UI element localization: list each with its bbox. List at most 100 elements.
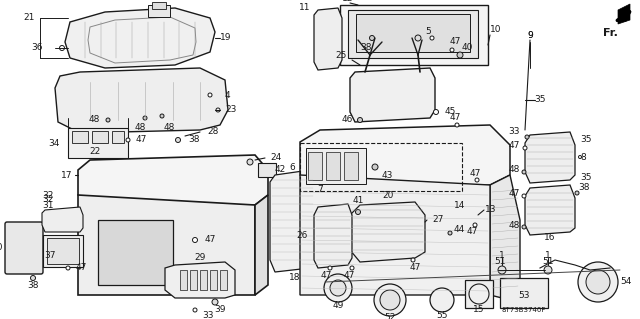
Circle shape <box>330 280 346 296</box>
Text: 9: 9 <box>527 31 533 40</box>
Polygon shape <box>314 204 352 268</box>
Polygon shape <box>350 202 425 262</box>
Circle shape <box>525 135 529 139</box>
Circle shape <box>575 191 579 195</box>
Circle shape <box>31 276 35 280</box>
Text: 35: 35 <box>534 95 546 105</box>
Text: 22: 22 <box>90 147 100 157</box>
Text: 47: 47 <box>205 235 216 244</box>
Text: 37: 37 <box>44 250 56 259</box>
Bar <box>465 280 493 308</box>
Text: 48: 48 <box>134 122 146 131</box>
Circle shape <box>475 178 479 182</box>
Polygon shape <box>525 185 575 235</box>
Text: 47: 47 <box>449 114 461 122</box>
Circle shape <box>358 117 362 122</box>
Circle shape <box>247 159 253 165</box>
Text: 27: 27 <box>432 216 444 225</box>
Text: 10: 10 <box>490 26 502 34</box>
Polygon shape <box>618 4 630 24</box>
Polygon shape <box>55 68 228 133</box>
Bar <box>112 131 124 143</box>
Circle shape <box>586 270 610 294</box>
Circle shape <box>522 225 526 229</box>
Circle shape <box>522 170 526 174</box>
Circle shape <box>106 118 110 122</box>
Text: 47: 47 <box>320 271 332 280</box>
Text: 8T73B3740F: 8T73B3740F <box>502 307 546 313</box>
Bar <box>340 5 488 65</box>
Polygon shape <box>300 125 510 190</box>
Text: 29: 29 <box>195 254 205 263</box>
Text: 11: 11 <box>298 3 310 11</box>
Text: 47: 47 <box>343 271 355 280</box>
Circle shape <box>126 138 130 142</box>
Text: 38: 38 <box>578 183 589 192</box>
Text: 47: 47 <box>509 189 520 197</box>
Text: 38: 38 <box>28 280 39 290</box>
Circle shape <box>355 210 360 214</box>
Polygon shape <box>78 195 255 295</box>
Circle shape <box>374 284 406 316</box>
Circle shape <box>430 36 434 40</box>
Circle shape <box>457 52 463 58</box>
Bar <box>72 131 88 143</box>
Bar <box>98 220 173 285</box>
Circle shape <box>175 137 180 143</box>
Circle shape <box>473 223 477 227</box>
Text: 48: 48 <box>164 122 175 131</box>
Text: 1: 1 <box>499 250 505 259</box>
Circle shape <box>143 116 147 120</box>
Text: 13: 13 <box>485 205 497 214</box>
Circle shape <box>469 284 489 304</box>
Circle shape <box>544 266 552 274</box>
Circle shape <box>328 266 332 270</box>
Bar <box>152 2 166 9</box>
Polygon shape <box>165 262 235 298</box>
Text: 21: 21 <box>24 13 35 23</box>
Text: 54: 54 <box>620 278 632 286</box>
Text: 9: 9 <box>527 31 533 40</box>
Circle shape <box>216 108 220 112</box>
Circle shape <box>433 109 438 115</box>
Circle shape <box>498 266 506 274</box>
Text: 45: 45 <box>445 108 456 116</box>
Bar <box>300 143 462 191</box>
Text: 7: 7 <box>317 186 323 195</box>
Bar <box>348 10 478 58</box>
Text: 1: 1 <box>545 250 551 259</box>
Text: 25: 25 <box>335 50 347 60</box>
Circle shape <box>430 288 454 312</box>
Bar <box>326 152 340 180</box>
Circle shape <box>160 114 164 118</box>
Text: 18: 18 <box>289 273 301 283</box>
Bar <box>500 278 548 308</box>
Text: 6: 6 <box>289 162 295 172</box>
Bar <box>308 152 322 180</box>
Polygon shape <box>490 175 520 300</box>
Circle shape <box>193 238 198 242</box>
Text: 43: 43 <box>382 170 394 180</box>
Text: 15: 15 <box>473 306 484 315</box>
Text: 48: 48 <box>509 166 520 174</box>
Text: 42: 42 <box>275 166 286 174</box>
Circle shape <box>523 146 527 150</box>
Circle shape <box>350 266 354 270</box>
Text: 35: 35 <box>580 136 591 145</box>
Polygon shape <box>270 170 315 272</box>
Text: 28: 28 <box>207 128 218 137</box>
Text: 17: 17 <box>61 170 72 180</box>
Text: 24: 24 <box>270 152 281 161</box>
Text: 47: 47 <box>449 38 461 47</box>
Circle shape <box>522 194 526 198</box>
Text: 32: 32 <box>42 190 54 199</box>
Bar <box>220 270 227 290</box>
Text: 48: 48 <box>509 220 520 229</box>
Text: 35: 35 <box>580 174 591 182</box>
Bar <box>200 270 207 290</box>
Text: 16: 16 <box>544 234 556 242</box>
Text: 36: 36 <box>31 43 43 53</box>
Circle shape <box>380 290 400 310</box>
Text: 14: 14 <box>454 201 466 210</box>
Circle shape <box>411 258 415 262</box>
